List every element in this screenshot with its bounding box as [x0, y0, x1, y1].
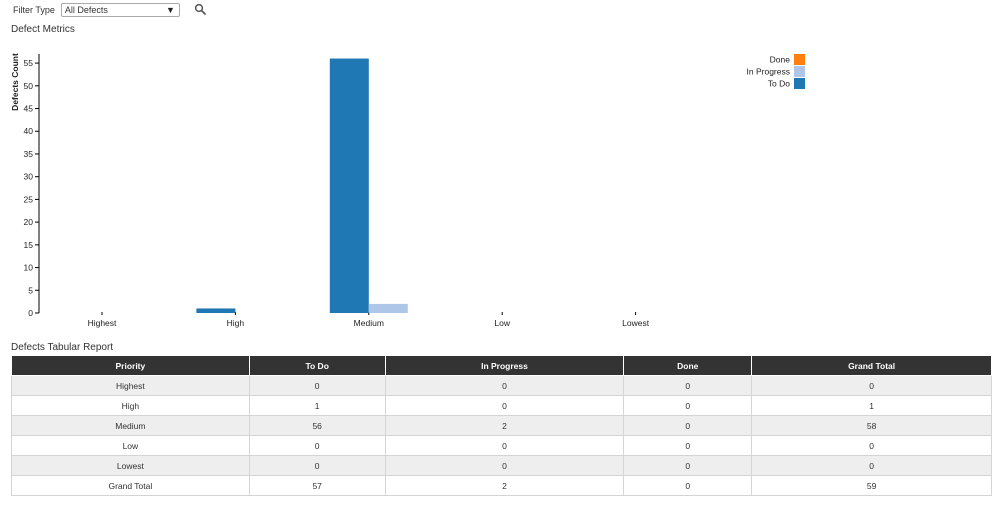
table-header-row: Priority To Do In Progress Done Grand Total: [11, 355, 992, 376]
table-row: Highest 0 0 0 0: [11, 375, 992, 396]
table-cell: 2: [384, 415, 625, 436]
table-cell: 0: [751, 435, 992, 456]
bar-in-progress: [368, 303, 408, 313]
chart-title: Defect Metrics: [11, 24, 75, 35]
table-cell: 0: [623, 435, 753, 456]
table-cell: 0: [248, 455, 386, 476]
bar-to-do: [329, 58, 369, 314]
table-cell: Low: [11, 435, 250, 456]
table-cell: 0: [384, 435, 625, 456]
table-cell: 0: [751, 375, 992, 396]
table-cell: 0: [384, 455, 625, 476]
y-tick-label: 55: [24, 58, 34, 68]
table-cell: 0: [384, 395, 625, 416]
table-row: Grand Total 57 2 0 59: [11, 475, 992, 496]
table-row: Low 0 0 0 0: [11, 435, 992, 456]
defects-tabular-report: Priority To Do In Progress Done Grand Total …: [11, 355, 992, 496]
table-cell: 59: [751, 475, 992, 496]
search-icon[interactable]: [194, 3, 206, 15]
filter-type-select[interactable]: All Defects ▼: [60, 3, 180, 17]
x-tick-label: Highest: [88, 318, 117, 328]
table-cell: 1: [751, 395, 992, 416]
table-cell: 2: [384, 475, 625, 496]
legend-label: Done: [770, 55, 791, 65]
y-tick-label: 10: [24, 263, 34, 273]
table-cell: Medium: [11, 415, 250, 436]
legend-swatch: [794, 66, 805, 77]
defect-metrics-chart: 0 5 10 15 20 25 30 35 40 45 50 55 Defects Count Highe…: [10, 53, 805, 328]
table-cell: 0: [623, 375, 753, 396]
legend-label: To Do: [768, 79, 790, 89]
x-tick-label: Medium: [354, 318, 384, 328]
y-tick-label: 15: [24, 240, 34, 250]
y-tick-label: 20: [24, 217, 34, 227]
dropdown-arrow-icon: ▼: [165, 5, 175, 15]
table-cell: Highest: [11, 375, 250, 396]
column-header: Grand Total: [751, 355, 992, 376]
table-row: Medium 56 2 0 58: [11, 415, 992, 436]
table-row: High 1 0 0 1: [11, 395, 992, 416]
y-tick-label: 25: [24, 194, 34, 204]
legend-swatch: [794, 78, 805, 89]
table-row: Lowest 0 0 0 0: [11, 455, 992, 476]
x-tick-label: Lowest: [622, 318, 650, 328]
table-cell: 57: [248, 475, 386, 496]
table-cell: Grand Total: [11, 475, 250, 496]
x-tick-label: Low: [494, 318, 510, 328]
table-body: Highest 0 0 0 0 High 1 0 0 1 Medium 56 2 0 58 Low 0 0 0 0 Lo…: [11, 375, 992, 496]
bar-to-do: [196, 308, 236, 313]
y-tick-label: 0: [28, 308, 33, 318]
table-cell: 0: [623, 415, 753, 436]
column-header: Done: [623, 355, 753, 376]
table-cell: 0: [248, 375, 386, 396]
table-cell: 0: [248, 435, 386, 456]
column-header: Priority: [11, 355, 250, 376]
table-cell: 0: [384, 375, 625, 396]
filter-bar: Filter Type All Defects ▼: [13, 2, 180, 18]
legend-swatch: [794, 54, 805, 65]
x-tick-label: High: [227, 318, 245, 328]
table-cell: Lowest: [11, 455, 250, 476]
y-tick-label: 30: [24, 172, 34, 182]
y-tick-label: 45: [24, 104, 34, 114]
table-cell: 0: [623, 475, 753, 496]
y-tick-label: 35: [24, 149, 34, 159]
filter-type-value: All Defects: [64, 5, 108, 15]
table-cell: 0: [623, 455, 753, 476]
filter-type-label: Filter Type: [13, 5, 55, 15]
legend-label: In Progress: [747, 67, 790, 77]
table-title: Defects Tabular Report: [11, 342, 114, 353]
y-tick-label: 5: [28, 285, 33, 295]
column-header: In Progress: [384, 355, 625, 376]
y-axis-label: Defects Count: [10, 53, 20, 111]
column-header: To Do: [248, 355, 386, 376]
y-tick-label: 50: [24, 81, 34, 91]
table-cell: 58: [751, 415, 992, 436]
y-tick-label: 40: [24, 126, 34, 136]
table-cell: 0: [751, 455, 992, 476]
table-cell: High: [11, 395, 250, 416]
table-cell: 56: [248, 415, 386, 436]
table-cell: 0: [623, 395, 753, 416]
table-cell: 1: [248, 395, 386, 416]
